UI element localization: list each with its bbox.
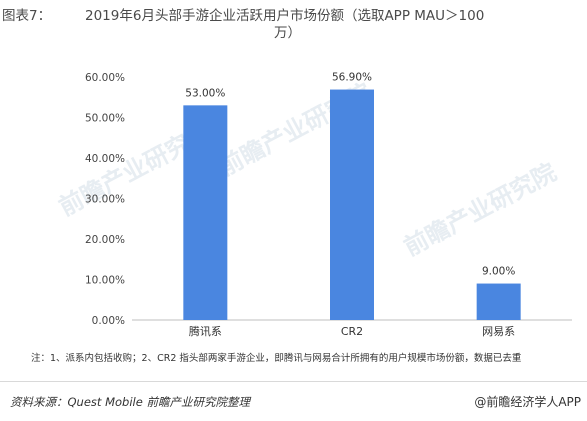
bar-chart: 0.00% 10.00% 20.00% 30.00% 40.00% 50.00% 60.00… [85, 72, 572, 338]
x-axis-labels: 腾讯系 CR2 网易系 [189, 324, 515, 338]
y-tick-label: 0.00% [92, 315, 125, 327]
y-tick-label: 10.00% [85, 275, 125, 287]
y-tick-label: 20.00% [85, 234, 125, 246]
y-tick-label: 40.00% [85, 153, 125, 165]
title-line-1: 2019年6月头部手游企业活跃用户市场份额（选取APP MAU＞100 [85, 8, 485, 24]
y-tick-label: 50.00% [85, 113, 125, 125]
bar [476, 283, 521, 320]
y-axis: 0.00% 10.00% 20.00% 30.00% 40.00% 50.00% 60.00… [85, 72, 125, 327]
y-tick-label: 60.00% [85, 72, 125, 84]
bar-value-label: 56.90% [332, 72, 372, 84]
chart-note: 注：1、派系内包括收购；2、CR2 指头部两家手游企业，即腾讯与网易合计所拥有的… [31, 353, 522, 364]
x-tick-label: 网易系 [482, 325, 515, 338]
bar-value-label: 53.00% [185, 87, 225, 99]
data-source: 资料来源：Quest Mobile 前瞻产业研究院整理 [10, 395, 250, 409]
title-line-2: 万） [274, 25, 301, 41]
y-tick-label: 30.00% [85, 194, 125, 206]
brand-credit: @前瞻经济学人APP [474, 395, 581, 409]
bars [183, 89, 521, 321]
x-tick-label: CR2 [341, 325, 363, 338]
bar [183, 105, 228, 320]
x-tick-label: 腾讯系 [189, 324, 222, 338]
bar [330, 89, 374, 321]
footer-divider [0, 381, 587, 382]
figure-label: 图表7： [2, 8, 52, 24]
bar-value-label: 9.00% [482, 266, 515, 278]
value-labels: 53.00% 56.90% 9.00% [185, 72, 515, 278]
